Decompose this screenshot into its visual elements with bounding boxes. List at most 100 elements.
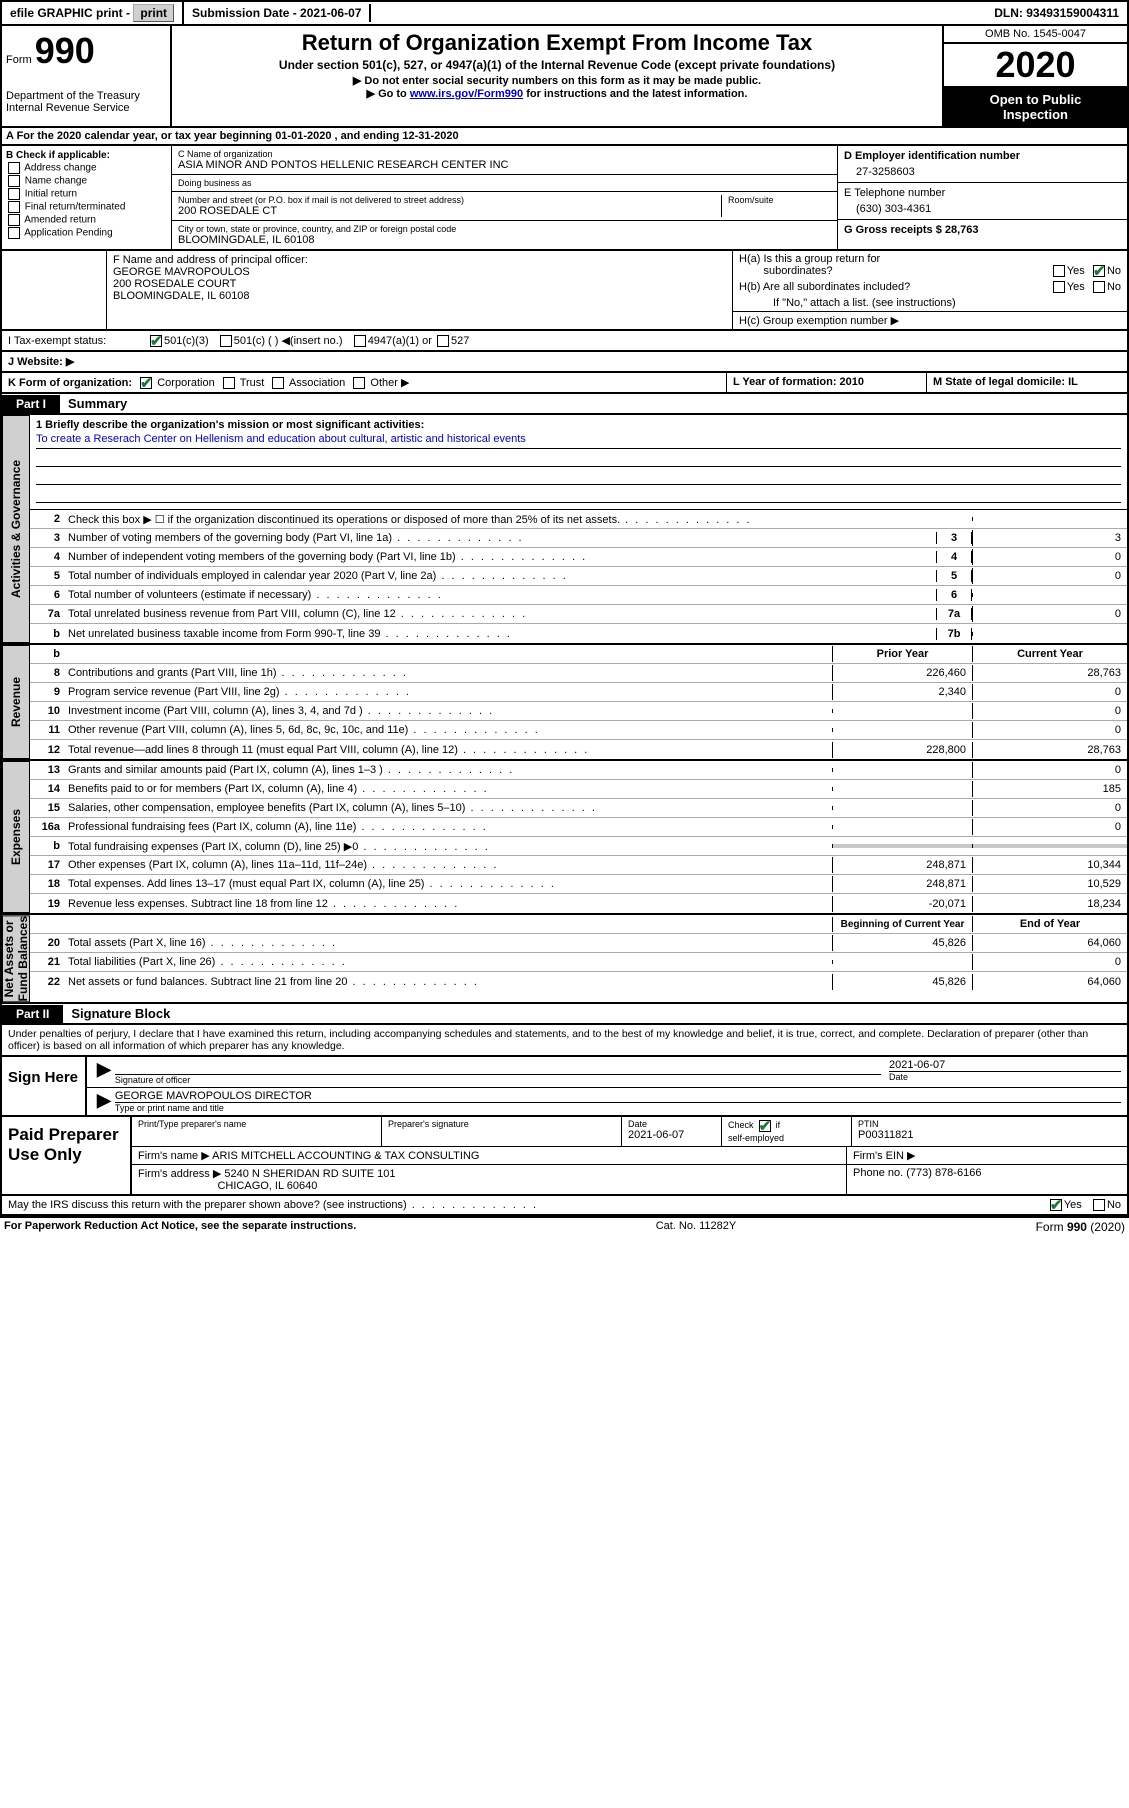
f-name: GEORGE MAVROPOULOS <box>113 266 726 278</box>
street: 200 ROSEDALE CT <box>178 205 721 217</box>
name-title-label: Type or print name and title <box>115 1103 1121 1113</box>
h-c: H(c) Group exemption number ▶ <box>733 311 1127 329</box>
subtitle-3: ▶ Go to www.irs.gov/Form990 for instruct… <box>180 87 934 100</box>
chk-self-employed[interactable] <box>759 1120 771 1132</box>
subtitle-1: Under section 501(c), 527, or 4947(a)(1)… <box>180 58 934 72</box>
irs-link[interactable]: www.irs.gov/Form990 <box>410 88 523 100</box>
submission-date: Submission Date - 2021-06-07 <box>184 4 371 22</box>
sig-officer-label: Signature of officer <box>115 1075 881 1085</box>
prep-sig-label: Preparer's signature <box>388 1119 615 1129</box>
prep-date: 2021-06-07 <box>628 1129 715 1141</box>
governance-section: Activities & Governance 1 Briefly descri… <box>0 415 1129 645</box>
expenses-section: Expenses 13Grants and similar amounts pa… <box>0 761 1129 915</box>
top-bar: efile GRAPHIC print - print Submission D… <box>0 0 1129 26</box>
begin-year-head: Beginning of Current Year <box>832 917 972 932</box>
form-header: Form 990 Department of the Treasury Inte… <box>0 26 1129 128</box>
tax-year: 2020 <box>944 44 1127 88</box>
mission-block: 1 Briefly describe the organization's mi… <box>30 415 1127 510</box>
col-b: B Check if applicable: Address change Na… <box>2 146 172 249</box>
chk-final[interactable]: Final return/terminated <box>6 201 167 213</box>
exp-line: 13Grants and similar amounts paid (Part … <box>30 761 1127 780</box>
exp-line: 14Benefits paid to or for members (Part … <box>30 780 1127 799</box>
b-label: B Check if applicable: <box>6 150 110 161</box>
col-f: F Name and address of principal officer:… <box>107 251 732 329</box>
tel: (630) 303-4361 <box>844 199 1121 215</box>
chk-501c[interactable] <box>220 335 232 347</box>
gov-line: 3Number of voting members of the governi… <box>30 529 1127 548</box>
net-line: 22Net assets or fund balances. Subtract … <box>30 972 1127 991</box>
mission-label: 1 Briefly describe the organization's mi… <box>36 419 424 431</box>
dln: DLN: 93493159004311 <box>986 4 1127 22</box>
net-line: 21Total liabilities (Part X, line 26)0 <box>30 953 1127 972</box>
sign-date: 2021-06-07 <box>889 1059 1121 1072</box>
exp-line: 15Salaries, other compensation, employee… <box>30 799 1127 818</box>
chk-may-no[interactable] <box>1093 1199 1105 1211</box>
tel-label: E Telephone number <box>844 187 1121 199</box>
chk-other[interactable] <box>353 377 365 389</box>
may-irs-row: May the IRS discuss this return with the… <box>0 1196 1129 1216</box>
firm-phone: Phone no. (773) 878-6166 <box>847 1165 1127 1194</box>
row-l: L Year of formation: 2010 <box>727 373 927 392</box>
exp-line: 16aProfessional fundraising fees (Part I… <box>30 818 1127 837</box>
city-label: City or town, state or province, country… <box>178 224 831 234</box>
city: BLOOMINGDALE, IL 60108 <box>178 234 831 246</box>
chk-name[interactable]: Name change <box>6 175 167 187</box>
rev-line: 11Other revenue (Part VIII, column (A), … <box>30 721 1127 740</box>
print-button[interactable]: print <box>133 4 174 22</box>
arrow-icon: ▶ <box>93 1059 115 1085</box>
chk-amended[interactable]: Amended return <box>6 214 167 226</box>
date-label: Date <box>889 1072 1121 1082</box>
ptin: P00311821 <box>858 1129 1121 1141</box>
chk-trust[interactable] <box>223 377 235 389</box>
chk-pending[interactable]: Application Pending <box>6 227 167 239</box>
band-a: A For the 2020 calendar year, or tax yea… <box>0 128 1129 146</box>
section-fh: F Name and address of principal officer:… <box>0 251 1129 331</box>
org-name: ASIA MINOR AND PONTOS HELLENIC RESEARCH … <box>178 159 831 171</box>
org-name-label: C Name of organization <box>178 149 831 159</box>
ein-label: D Employer identification number <box>844 150 1121 162</box>
chk-501c3[interactable] <box>150 335 162 347</box>
end-year-head: End of Year <box>972 916 1127 932</box>
chk-initial[interactable]: Initial return <box>6 188 167 200</box>
chk-527[interactable] <box>437 335 449 347</box>
revenue-section: Revenue b Prior Year Current Year 8Contr… <box>0 645 1129 761</box>
exp-line: 18Total expenses. Add lines 13–17 (must … <box>30 875 1127 894</box>
part2-badge: Part II <box>2 1005 63 1023</box>
header-left: Form 990 Department of the Treasury Inte… <box>2 26 172 126</box>
ein: 27-3258603 <box>844 162 1121 178</box>
f-addr2: BLOOMINGDALE, IL 60108 <box>113 290 726 302</box>
part2-title: Signature Block <box>63 1004 178 1023</box>
chk-4947[interactable] <box>354 335 366 347</box>
chk-may-yes[interactable] <box>1050 1199 1062 1211</box>
omb-number: OMB No. 1545-0047 <box>944 26 1127 44</box>
exp-line: 17Other expenses (Part IX, column (A), l… <box>30 856 1127 875</box>
dba-label: Doing business as <box>178 178 831 188</box>
part1-header: Part I Summary <box>0 394 1129 415</box>
prep-name-label: Print/Type preparer's name <box>138 1119 375 1129</box>
paid-preparer-block: Paid Preparer Use Only Print/Type prepar… <box>0 1117 1129 1195</box>
page-footer: For Paperwork Reduction Act Notice, see … <box>0 1216 1129 1236</box>
h-a: H(a) Is this a group return for subordin… <box>733 251 1127 279</box>
vtab-revenue: Revenue <box>2 645 30 759</box>
cat-no: Cat. No. 11282Y <box>656 1220 737 1234</box>
row-k: K Form of organization: Corporation Trus… <box>2 373 727 392</box>
firm-addr1: 5240 N SHERIDAN RD SUITE 101 <box>224 1168 395 1180</box>
room-label: Room/suite <box>728 195 831 205</box>
chk-corp[interactable] <box>140 377 152 389</box>
efile-label: efile GRAPHIC print - print <box>2 2 184 24</box>
subtitle-2: ▶ Do not enter social security numbers o… <box>180 74 934 87</box>
current-year-head: Current Year <box>972 646 1127 662</box>
row-j: J Website: ▶ <box>0 352 1129 373</box>
paid-left-label: Paid Preparer Use Only <box>2 1117 132 1193</box>
chk-assoc[interactable] <box>272 377 284 389</box>
form-title: Return of Organization Exempt From Incom… <box>180 30 934 56</box>
row-m: M State of legal domicile: IL <box>927 373 1127 392</box>
f-addr1: 200 ROSEDALE COURT <box>113 278 726 290</box>
form-ref: Form 990 (2020) <box>1036 1220 1125 1234</box>
exp-line: bTotal fundraising expenses (Part IX, co… <box>30 837 1127 856</box>
chk-address[interactable]: Address change <box>6 162 167 174</box>
fhi-spacer <box>2 251 107 329</box>
gov-line: 4Number of independent voting members of… <box>30 548 1127 567</box>
col-h: H(a) Is this a group return for subordin… <box>732 251 1127 329</box>
sign-block: Sign Here ▶ Signature of officer 2021-06… <box>0 1057 1129 1117</box>
